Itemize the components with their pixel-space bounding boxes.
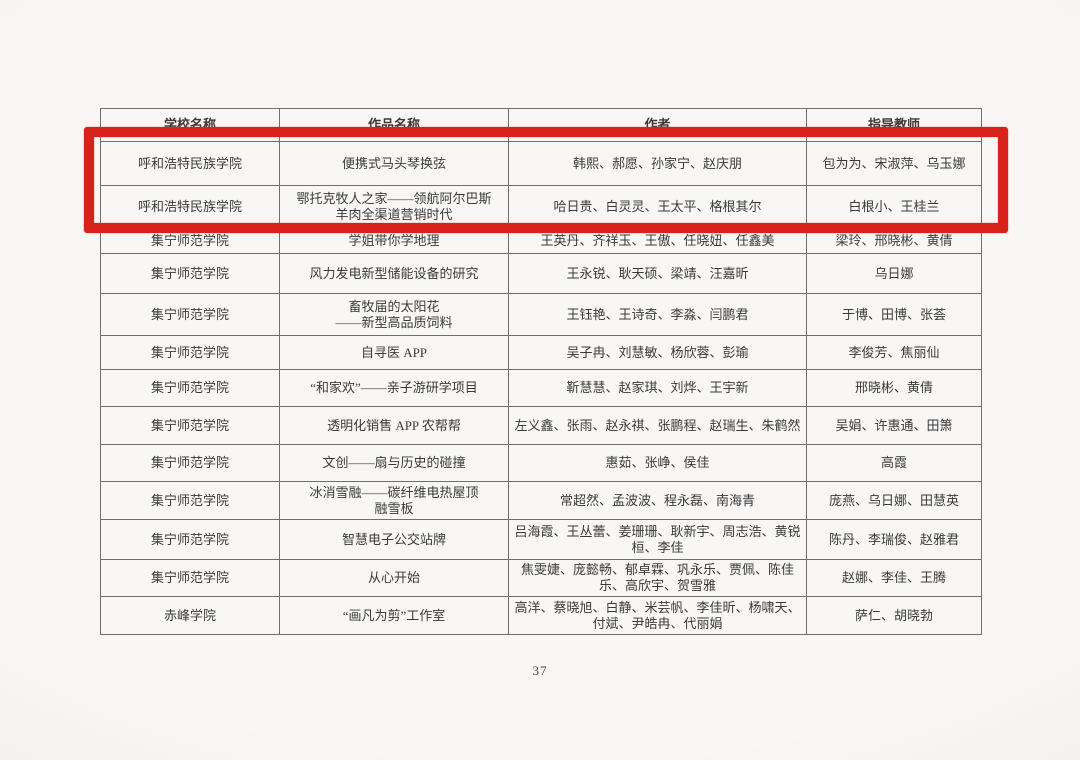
advisors-cell: 萨仁、胡晓勃 xyxy=(806,596,982,635)
school-cell: 集宁师范学院 xyxy=(100,253,280,294)
table-row: 集宁师范学院 冰消雪融——碳纤维电热屋顶 融雪板 常超然、孟波波、程永磊、南海青… xyxy=(100,481,982,520)
authors-cell: 左义鑫、张雨、赵永祺、张鹏程、赵瑞生、朱鹤然 xyxy=(508,406,807,445)
school-cell: 集宁师范学院 xyxy=(100,369,280,407)
table-row: 集宁师范学院 透明化销售 APP 农帮帮 左义鑫、张雨、赵永祺、张鹏程、赵瑞生、… xyxy=(100,406,982,445)
table-row: 集宁师范学院 智慧电子公交站牌 吕海霞、王丛蕾、姜珊珊、耿新宇、周志浩、黄锐桓、… xyxy=(100,519,982,560)
school-cell: 集宁师范学院 xyxy=(100,481,280,520)
advisors-cell: 乌日娜 xyxy=(806,253,982,294)
school-cell: 集宁师范学院 xyxy=(100,559,280,597)
school-cell: 集宁师范学院 xyxy=(100,335,280,370)
table-row: 集宁师范学院 “和家欢”——亲子游研学项目 靳慧慧、赵家琪、刘烨、王宇新 邢晓彬… xyxy=(100,369,982,407)
school-cell: 集宁师范学院 xyxy=(100,293,280,336)
advisors-cell: 于博、田博、张荟 xyxy=(806,293,982,336)
awards-table: 学校名称 作品名称 作者 指导教师 呼和浩特民族学院 便携式马头琴换弦 韩熙、郝愿、孙… xyxy=(100,108,982,635)
authors-cell: 吴子冉、刘慧敏、杨欣蓉、彭瑜 xyxy=(508,335,807,370)
table-row: 集宁师范学院 文创——扇与历史的碰撞 惠茹、张峥、侯佳 高霞 xyxy=(100,444,982,482)
work-title-cell: 冰消雪融——碳纤维电热屋顶 融雪板 xyxy=(279,481,509,520)
authors-cell: 高洋、蔡晓旭、白静、米芸帆、李佳昕、杨啸天、付斌、尹皓冉、代丽娟 xyxy=(508,596,807,635)
table-row: 集宁师范学院 从心开始 焦雯婕、庞懿畅、郁卓霖、巩永乐、贾佩、陈佳乐、高欣宇、贺… xyxy=(100,559,982,597)
school-cell: 集宁师范学院 xyxy=(100,406,280,445)
advisors-cell: 庞燕、乌日娜、田慧英 xyxy=(806,481,982,520)
red-highlight-annotation xyxy=(84,127,1008,233)
work-title-cell: 风力发电新型储能设备的研究 xyxy=(279,253,509,294)
work-title-cell: 智慧电子公交站牌 xyxy=(279,519,509,560)
authors-cell: 王永锐、耿天硕、梁靖、汪嘉昕 xyxy=(508,253,807,294)
school-cell: 集宁师范学院 xyxy=(100,519,280,560)
school-cell: 集宁师范学院 xyxy=(100,444,280,482)
authors-cell: 韩熙、郝愿、孙家宁、赵庆朋 xyxy=(508,141,807,186)
table-row: 集宁师范学院 风力发电新型储能设备的研究 王永锐、耿天硕、梁靖、汪嘉昕 乌日娜 xyxy=(100,253,982,294)
authors-cell: 靳慧慧、赵家琪、刘烨、王宇新 xyxy=(508,369,807,407)
work-title-cell: “和家欢”——亲子游研学项目 xyxy=(279,369,509,407)
table-row: 呼和浩特民族学院 便携式马头琴换弦 韩熙、郝愿、孙家宁、赵庆朋 包为为、宋淑萍、… xyxy=(100,141,982,186)
advisors-cell: 赵娜、李佳、王腾 xyxy=(806,559,982,597)
advisors-cell: 邢晓彬、黄倩 xyxy=(806,369,982,407)
work-title-cell: “画凡为剪”工作室 xyxy=(279,596,509,635)
advisors-cell: 吴娟、许惠通、田箫 xyxy=(806,406,982,445)
school-cell: 呼和浩特民族学院 xyxy=(100,185,280,228)
authors-cell: 焦雯婕、庞懿畅、郁卓霖、巩永乐、贾佩、陈佳乐、高欣宇、贺雪雅 xyxy=(508,559,807,597)
authors-cell: 吕海霞、王丛蕾、姜珊珊、耿新宇、周志浩、黄锐桓、李佳 xyxy=(508,519,807,560)
work-title-cell: 鄂托克牧人之家——领航阿尔巴斯 羊肉全渠道营销时代 xyxy=(279,185,509,228)
work-title-cell: 自寻医 APP xyxy=(279,335,509,370)
table-body: 呼和浩特民族学院 便携式马头琴换弦 韩熙、郝愿、孙家宁、赵庆朋 包为为、宋淑萍、… xyxy=(100,141,982,635)
advisors-cell: 高霞 xyxy=(806,444,982,482)
table-row: 赤峰学院 “画凡为剪”工作室 高洋、蔡晓旭、白静、米芸帆、李佳昕、杨啸天、付斌、… xyxy=(100,596,982,635)
work-title-cell: 透明化销售 APP 农帮帮 xyxy=(279,406,509,445)
advisors-cell: 白根小、王桂兰 xyxy=(806,185,982,228)
table-row: 集宁师范学院 畜牧届的太阳花 ——新型高品质饲料 王钰艳、王诗奇、李淼、闫鹏君 … xyxy=(100,293,982,336)
school-cell: 赤峰学院 xyxy=(100,596,280,635)
advisors-cell: 包为为、宋淑萍、乌玉娜 xyxy=(806,141,982,186)
page-number: 37 xyxy=(532,663,548,678)
work-title-cell: 便携式马头琴换弦 xyxy=(279,141,509,186)
work-title-cell: 畜牧届的太阳花 ——新型高品质饲料 xyxy=(279,293,509,336)
advisors-cell: 李俊芳、焦丽仙 xyxy=(806,335,982,370)
authors-cell: 惠茹、张峥、侯佳 xyxy=(508,444,807,482)
authors-cell: 王钰艳、王诗奇、李淼、闫鹏君 xyxy=(508,293,807,336)
table-row: 呼和浩特民族学院 鄂托克牧人之家——领航阿尔巴斯 羊肉全渠道营销时代 哈日贵、白… xyxy=(100,185,982,228)
authors-cell: 哈日贵、白灵灵、王太平、格根其尔 xyxy=(508,185,807,228)
table-row: 集宁师范学院 自寻医 APP 吴子冉、刘慧敏、杨欣蓉、彭瑜 李俊芳、焦丽仙 xyxy=(100,335,982,370)
work-title-cell: 文创——扇与历史的碰撞 xyxy=(279,444,509,482)
authors-cell: 常超然、孟波波、程永磊、南海青 xyxy=(508,481,807,520)
work-title-cell: 从心开始 xyxy=(279,559,509,597)
advisors-cell: 陈丹、李瑞俊、赵雅君 xyxy=(806,519,982,560)
